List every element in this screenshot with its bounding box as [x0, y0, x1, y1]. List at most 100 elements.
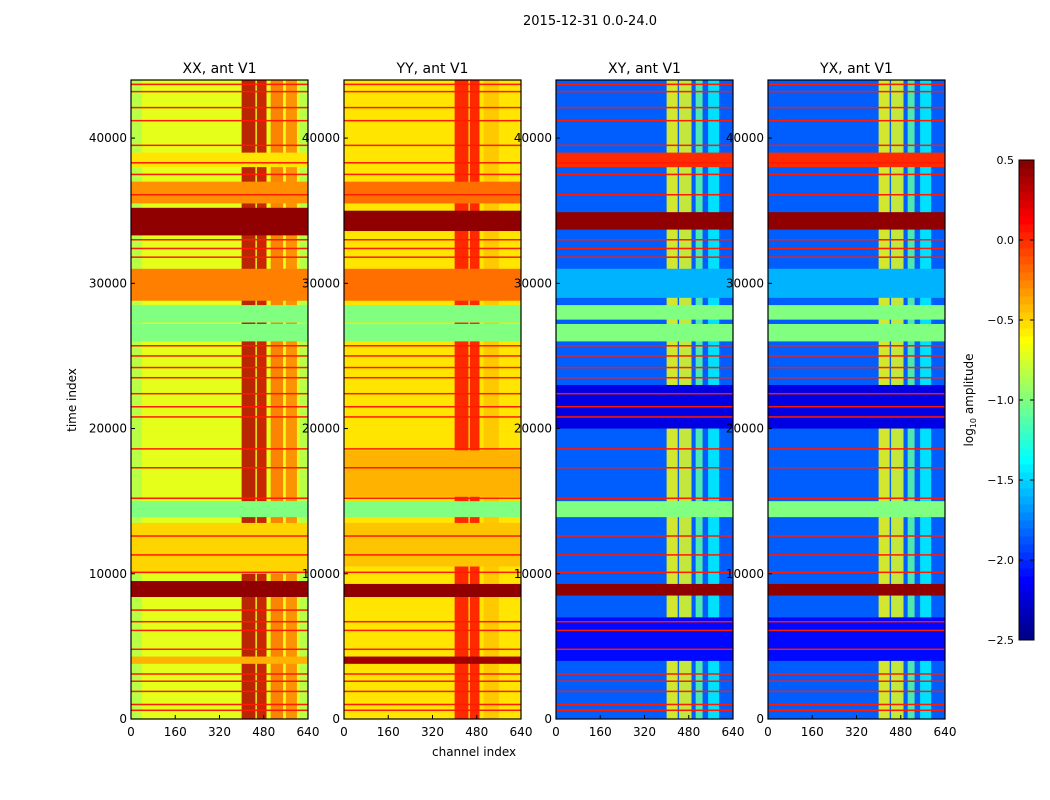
- heatmap-line: [344, 416, 521, 418]
- colorbar-segment: [1019, 176, 1034, 185]
- heatmap-line: [556, 703, 733, 706]
- heatmap-line: [768, 680, 945, 682]
- heatmap-line: [556, 376, 733, 379]
- heatmap-line: [131, 609, 308, 611]
- heatmap-line: [131, 144, 308, 147]
- heatmap-band: [556, 501, 733, 518]
- y-tick-label: 30000: [302, 276, 340, 290]
- heatmap-line: [344, 162, 521, 164]
- heatmap-line: [768, 256, 945, 258]
- y-tick-label: 0: [756, 712, 764, 726]
- heatmap-band: [131, 152, 308, 168]
- heatmap-band: [768, 501, 945, 518]
- heatmap-line: [344, 629, 521, 632]
- colorbar-segment: [1019, 200, 1034, 209]
- heatmap-line: [131, 648, 308, 651]
- colorbar-segment: [1019, 520, 1034, 529]
- heatmap-line: [768, 366, 945, 369]
- panel-title: YX, ant V1: [819, 61, 893, 77]
- heatmap-band: [768, 152, 945, 168]
- y-tick-label: 20000: [726, 422, 764, 436]
- heatmap-line: [131, 193, 308, 196]
- colorbar-segment: [1019, 224, 1034, 233]
- colorbar-segment: [1019, 184, 1034, 193]
- heatmap-line: [344, 193, 521, 196]
- colorbar-segment: [1019, 632, 1034, 641]
- heatmap-line: [556, 648, 733, 651]
- heatmap-line: [344, 119, 521, 122]
- heatmap-band: [131, 181, 308, 204]
- heatmap-column: [285, 80, 297, 719]
- heatmap-line: [131, 355, 308, 357]
- x-tick-label: 0: [127, 725, 135, 739]
- heatmap-line: [556, 256, 733, 258]
- heatmap-line: [768, 239, 945, 241]
- heatmap-line: [131, 83, 308, 86]
- heatmap-line: [768, 162, 945, 164]
- colorbar-segment: [1019, 456, 1034, 465]
- heatmap-line: [131, 467, 308, 469]
- heatmap-line: [556, 571, 733, 574]
- heatmap-column: [454, 80, 469, 719]
- heatmap-band: [768, 305, 945, 320]
- heatmap-line: [556, 690, 733, 693]
- heatmap-band: [768, 583, 945, 596]
- colorbar-label-sub: 10: [969, 417, 979, 429]
- heatmap-line: [768, 673, 945, 675]
- heatmap-line: [344, 392, 521, 395]
- colorbar-segment: [1019, 328, 1034, 337]
- heatmap-line: [556, 497, 733, 500]
- y-tick-label: 0: [332, 712, 340, 726]
- colorbar-segment: [1019, 440, 1034, 449]
- heatmap-band: [556, 617, 733, 661]
- x-tick-label: 160: [377, 725, 400, 739]
- x-tick-label: 640: [722, 725, 745, 739]
- heatmap-column: [483, 80, 499, 719]
- heatmap-line: [768, 376, 945, 379]
- y-tick-label: 10000: [302, 567, 340, 581]
- heatmap-line: [344, 345, 521, 347]
- colorbar-tick-label: 0.0: [997, 234, 1015, 247]
- colorbar-segment: [1019, 496, 1034, 505]
- heatmap-line: [556, 90, 733, 93]
- colorbar-segment: [1019, 608, 1034, 617]
- heatmap-line: [344, 355, 521, 357]
- heatmap-line: [131, 448, 308, 450]
- y-tick-label: 30000: [89, 276, 127, 290]
- y-tick-label: 30000: [514, 276, 552, 290]
- heatmap-line: [556, 629, 733, 632]
- colorbar-segment: [1019, 512, 1034, 521]
- heatmap-line: [768, 703, 945, 706]
- heatmap-column: [256, 80, 267, 719]
- heatmap-line: [344, 256, 521, 258]
- colorbar-tick-label: −1.0: [987, 394, 1014, 407]
- colorbar-tick-label: −0.5: [987, 314, 1014, 327]
- heatmap-line: [344, 680, 521, 682]
- colorbar-segment: [1019, 264, 1034, 273]
- heatmap-line: [344, 497, 521, 500]
- heatmap-line: [344, 83, 521, 86]
- x-tick-label: 320: [208, 725, 231, 739]
- heatmap-band: [344, 522, 521, 567]
- heatmap-line: [344, 144, 521, 147]
- x-tick-label: 480: [465, 725, 488, 739]
- heatmap-line: [556, 173, 733, 176]
- heatmap-line: [131, 256, 308, 258]
- colorbar-segment: [1019, 560, 1034, 569]
- y-tick-label: 10000: [514, 567, 552, 581]
- heatmap-line: [556, 416, 733, 418]
- y-tick-label: 10000: [726, 567, 764, 581]
- heatmap-line: [768, 106, 945, 109]
- colorbar-segment: [1019, 248, 1034, 257]
- heatmap-line: [768, 392, 945, 395]
- heatmap-band: [344, 210, 521, 232]
- heatmap-line: [768, 620, 945, 623]
- colorbar-tick-label: −2.0: [987, 554, 1014, 567]
- colorbar-segment: [1019, 240, 1034, 249]
- y-tick-label: 30000: [726, 276, 764, 290]
- panel-title: YY, ant V1: [396, 61, 469, 77]
- heatmap-line: [131, 620, 308, 623]
- heatmap-line: [768, 467, 945, 469]
- heatmap-line: [131, 162, 308, 164]
- heatmap-line: [768, 193, 945, 196]
